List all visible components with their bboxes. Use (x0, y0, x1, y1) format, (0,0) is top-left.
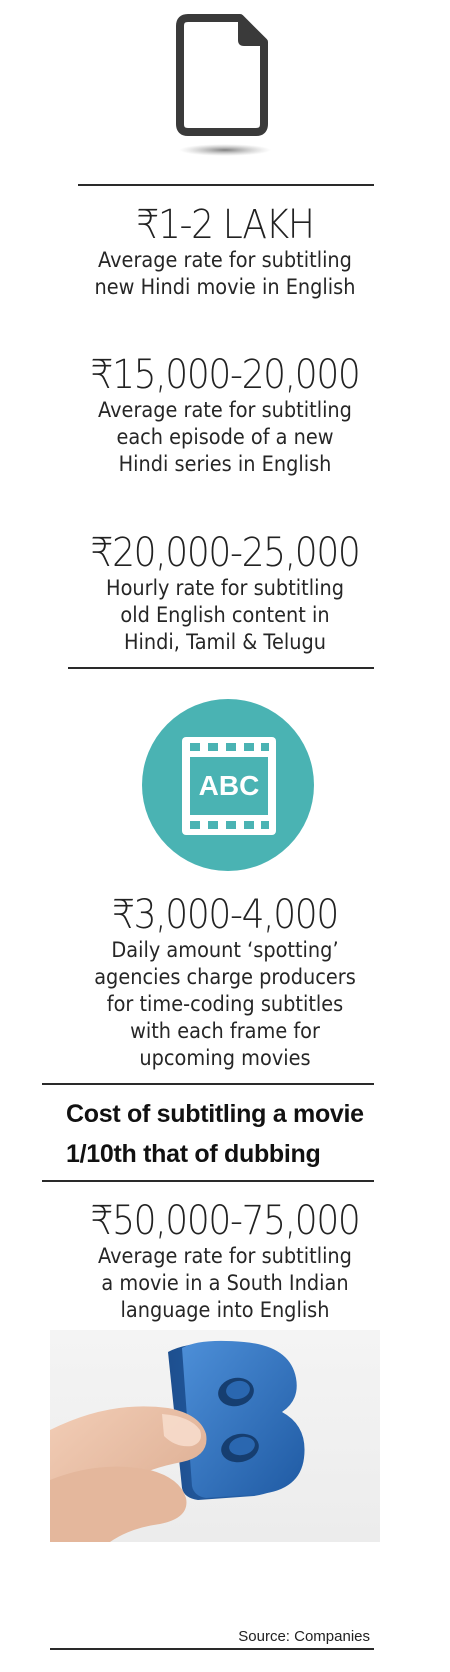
stat-value: ₹3,000-4,000 (112, 892, 339, 938)
divider-headline-bottom (42, 1180, 374, 1182)
document-icon (170, 10, 280, 160)
stat-description-line: Hindi, Tamil & Telugu (124, 630, 326, 654)
stat-description-line: Average rate for subtitling (98, 248, 352, 272)
stat-description: Average rate for subtitling new Hindi mo… (18, 247, 432, 301)
divider-headline-top (42, 1083, 374, 1085)
stat-description-line: language into English (120, 1298, 330, 1322)
stat-description-line: Hindi series in English (118, 452, 332, 476)
stat-description-line: agencies charge producers (94, 965, 356, 989)
stat-block-4: ₹3,000-4,000 Daily amount ‘spotting’ age… (0, 893, 450, 1072)
film-icon-label: ABC (199, 770, 260, 801)
stat-block-3: ₹20,000-25,000 Hourly rate for subtitlin… (0, 531, 450, 656)
block-letter-b-photo: B (50, 1330, 380, 1542)
stat-description-line: old English content in (120, 603, 330, 627)
headline-line-1: Cost of subtitling a movie (66, 1100, 364, 1128)
headline: Cost of subtitling a movie 1/10th that o… (66, 1094, 396, 1174)
stat-description-line: a movie in a South Indian (101, 1271, 349, 1295)
stat-description-line: Daily amount ‘spotting’ (111, 938, 339, 962)
stat-description: Average rate for subtitling a movie in a… (18, 1243, 432, 1324)
stat-description-line: with each frame for (130, 1019, 320, 1043)
stat-value: ₹1-2 LAKH (136, 202, 315, 248)
stat-description: Daily amount ‘spotting’ agencies charge … (18, 937, 432, 1072)
stat-description: Hourly rate for subtitling old English c… (18, 575, 432, 656)
film-strip-abc-icon: ABC (142, 699, 314, 871)
divider-top (78, 184, 374, 186)
divider-bottom (50, 1648, 374, 1650)
stat-description-line: each episode of a new (116, 425, 334, 449)
stat-value: ₹50,000-75,000 (90, 1198, 361, 1244)
stat-block-2: ₹15,000-20,000 Average rate for subtitli… (0, 353, 450, 478)
stat-description-line: Average rate for subtitling (98, 1244, 352, 1268)
stat-description-line: new Hindi movie in English (94, 275, 356, 299)
stat-description-line: Hourly rate for subtitling (106, 576, 344, 600)
stat-description-line: upcoming movies (139, 1046, 311, 1070)
stat-description: Average rate for subtitling each episode… (18, 397, 432, 478)
stat-description-line: Average rate for subtitling (98, 398, 352, 422)
stat-block-1: ₹1-2 LAKH Average rate for subtitling ne… (0, 203, 450, 301)
headline-line-2: 1/10th that of dubbing (66, 1140, 321, 1168)
stat-value: ₹15,000-20,000 (90, 352, 361, 398)
source-credit: Source: Companies (238, 1628, 370, 1645)
stat-block-5: ₹50,000-75,000 Average rate for subtitli… (0, 1199, 450, 1324)
stat-value: ₹20,000-25,000 (90, 530, 361, 576)
divider-middle (68, 667, 374, 669)
stat-description-line: for time-coding subtitles (106, 992, 344, 1016)
